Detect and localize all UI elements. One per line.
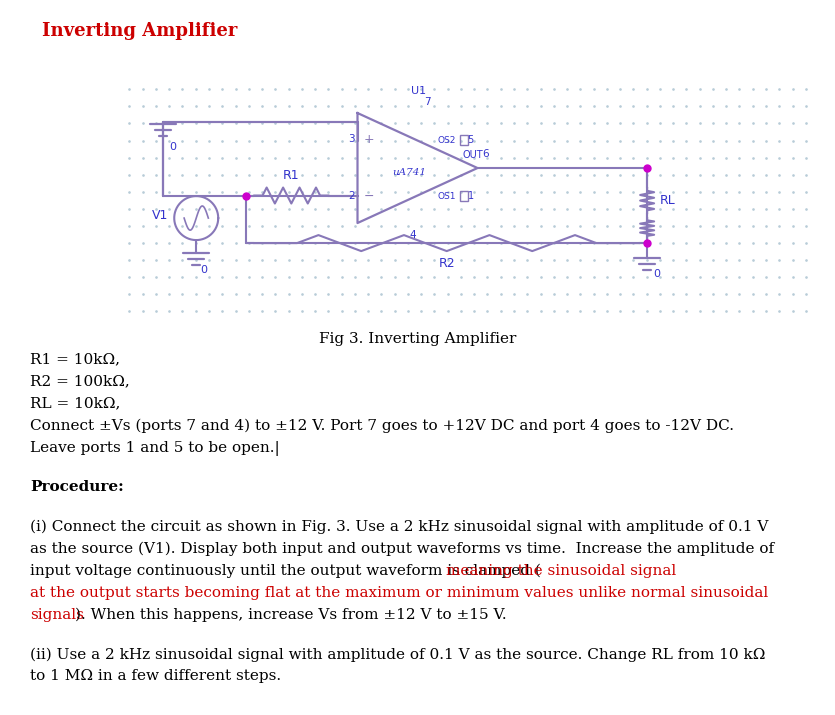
- Text: 7: 7: [424, 97, 431, 107]
- Text: 0: 0: [653, 269, 660, 279]
- Text: uA741: uA741: [392, 167, 427, 177]
- Text: R2: R2: [438, 257, 455, 270]
- Text: R2 = 100kΩ,: R2 = 100kΩ,: [30, 375, 129, 389]
- Text: 0: 0: [169, 142, 176, 152]
- Text: R1: R1: [283, 169, 300, 182]
- Bar: [459, 191, 468, 201]
- Text: −: −: [363, 190, 374, 203]
- Text: Procedure:: Procedure:: [30, 480, 124, 494]
- Text: 6: 6: [483, 149, 489, 159]
- Text: 4: 4: [409, 230, 416, 240]
- Text: to 1 MΩ in a few different steps.: to 1 MΩ in a few different steps.: [30, 669, 281, 684]
- Text: at the output starts becoming flat at the maximum or minimum values unlike norma: at the output starts becoming flat at th…: [30, 586, 768, 600]
- Text: OUT: OUT: [463, 150, 483, 160]
- Text: RL = 10kΩ,: RL = 10kΩ,: [30, 397, 120, 410]
- Text: input voltage continuously until the output waveform is clamped (: input voltage continuously until the out…: [30, 564, 541, 578]
- Text: V1: V1: [152, 209, 168, 222]
- Text: R1 = 10kΩ,: R1 = 10kΩ,: [30, 352, 120, 367]
- Text: Fig 3. Inverting Amplifier: Fig 3. Inverting Amplifier: [319, 332, 516, 347]
- Text: U1: U1: [411, 86, 426, 96]
- Text: 5: 5: [468, 135, 473, 145]
- Text: Connect ±Vs (ports 7 and 4) to ±12 V. Port 7 goes to +12V DC and port 4 goes to : Connect ±Vs (ports 7 and 4) to ±12 V. Po…: [30, 418, 734, 433]
- Text: (i) Connect the circuit as shown in Fig. 3. Use a 2 kHz sinusoidal signal with a: (i) Connect the circuit as shown in Fig.…: [30, 520, 768, 534]
- Text: OS1: OS1: [438, 192, 456, 200]
- Text: signals: signals: [30, 608, 84, 622]
- Text: OS2: OS2: [438, 136, 456, 144]
- Text: 1: 1: [468, 191, 473, 201]
- Text: RL: RL: [660, 194, 676, 207]
- Text: +: +: [363, 133, 374, 146]
- Text: (ii) Use a 2 kHz sinusoidal signal with amplitude of 0.1 V as the source. Change: (ii) Use a 2 kHz sinusoidal signal with …: [30, 647, 766, 662]
- Text: as the source (V1). Display both input and output waveforms vs time.  Increase t: as the source (V1). Display both input a…: [30, 542, 774, 556]
- Text: 3: 3: [348, 134, 355, 144]
- Bar: [459, 135, 468, 145]
- Text: 2: 2: [348, 190, 355, 200]
- Text: ). When this happens, increase Vs from ±12 V to ±15 V.: ). When this happens, increase Vs from ±…: [75, 608, 506, 622]
- Text: meaning the sinusoidal signal: meaning the sinusoidal signal: [446, 564, 676, 578]
- Text: 0: 0: [200, 265, 207, 275]
- Text: Leave ports 1 and 5 to be open.|: Leave ports 1 and 5 to be open.|: [30, 440, 280, 455]
- Text: Inverting Amplifier: Inverting Amplifier: [42, 22, 237, 40]
